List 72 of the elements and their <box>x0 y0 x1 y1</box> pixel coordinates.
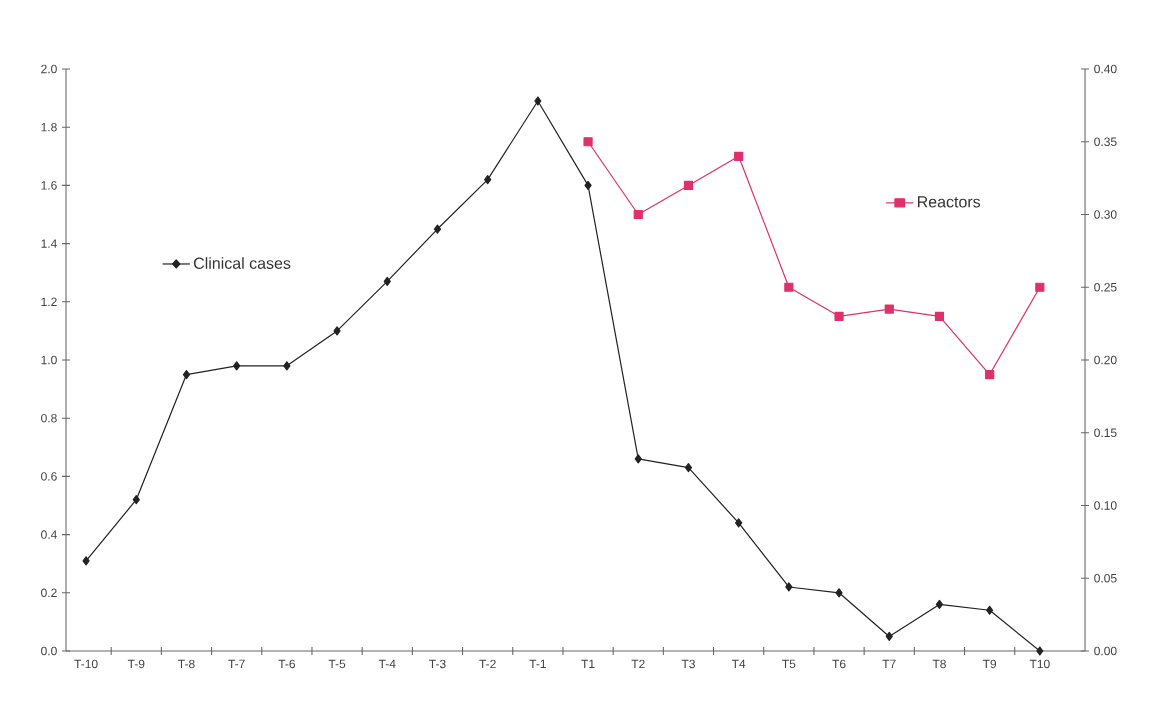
x-tick-label: T-6 <box>278 659 296 669</box>
x-tick-label: T-4 <box>378 659 396 668</box>
point <box>433 224 442 234</box>
point <box>132 495 140 505</box>
x-tick-label: T-10 <box>74 659 98 669</box>
point <box>484 174 492 185</box>
y-tick-label: 0.8 <box>41 413 57 423</box>
point <box>935 599 944 610</box>
point <box>735 518 743 528</box>
y2-tick-label: 0.20 <box>1094 355 1117 365</box>
point <box>283 361 291 371</box>
x-tick-label: T-9 <box>127 659 145 669</box>
point <box>333 326 341 336</box>
x-tick-label: T1 <box>581 659 595 668</box>
point <box>634 454 642 464</box>
point <box>986 605 994 615</box>
x-tick-label: T-5 <box>328 659 346 669</box>
y-tick-label: 1.0 <box>41 355 57 365</box>
x-tick-label: T-7 <box>228 659 245 668</box>
point <box>684 463 693 473</box>
y2-tick-label: 0.40 <box>1094 64 1117 74</box>
x-tick-label: T2 <box>631 659 645 669</box>
point <box>1035 282 1045 292</box>
y2-tick-label: 0.10 <box>1094 501 1117 510</box>
y-tick-label: 0.0 <box>41 646 57 656</box>
point <box>182 369 191 380</box>
point <box>534 96 542 106</box>
x-tick-label: T-1 <box>529 659 546 668</box>
x-tick-label: T7 <box>882 659 896 668</box>
y-tick-label: 1.4 <box>41 239 57 248</box>
point <box>82 556 90 566</box>
point <box>834 311 844 321</box>
legend-label: Clinical cases <box>193 257 291 269</box>
y-tick-label: 0.6 <box>41 472 57 481</box>
x-tick-label: T5 <box>782 659 796 669</box>
y2-tick-label: 0.25 <box>1094 282 1117 292</box>
point <box>1036 646 1044 656</box>
y-tick-label: 1.2 <box>41 297 57 306</box>
point <box>383 276 391 287</box>
y-tick-label: 2.0 <box>41 64 57 74</box>
x-tick-label: T3 <box>681 659 695 669</box>
x-tick-label: T10 <box>1029 659 1050 669</box>
y-tick-label: 1.8 <box>41 122 57 132</box>
legend-label: Reactors <box>917 196 981 208</box>
point <box>734 151 744 161</box>
y2-tick-label: 0.15 <box>1094 428 1117 437</box>
y-tick-label: 0.4 <box>41 530 57 539</box>
point <box>835 588 843 598</box>
x-tick-label: T-3 <box>429 659 446 669</box>
point <box>985 369 995 380</box>
point <box>584 180 592 190</box>
y2-tick-label: 0.35 <box>1094 137 1117 146</box>
y-tick-label: 0.2 <box>41 588 57 598</box>
x-tick-label: T-2 <box>479 659 496 669</box>
point <box>633 209 643 220</box>
x-tick-label: T6 <box>832 659 846 669</box>
x-tick-label: T-8 <box>178 659 195 669</box>
x-tick-label: T9 <box>982 659 997 669</box>
y-tick-label: 1.6 <box>41 181 57 190</box>
y2-tick-label: 0.05 <box>1094 573 1117 583</box>
point <box>784 282 794 292</box>
point <box>934 311 945 321</box>
point <box>885 631 893 642</box>
point <box>884 304 894 314</box>
x-tick-label: T8 <box>932 659 946 669</box>
y2-tick-label: 0.00 <box>1094 646 1117 656</box>
point <box>785 582 793 592</box>
point <box>233 361 241 371</box>
y2-tick-label: 0.30 <box>1094 210 1117 219</box>
point <box>683 180 694 190</box>
point <box>583 137 593 147</box>
x-tick-label: T4 <box>731 659 746 668</box>
